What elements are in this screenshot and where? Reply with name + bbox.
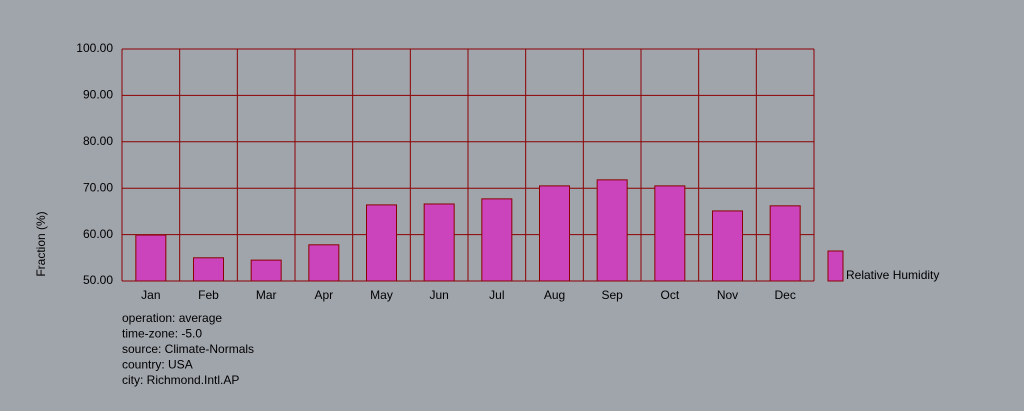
x-tick-label: Apr — [314, 288, 333, 302]
legend-swatch — [827, 250, 844, 282]
x-tick-label: Mar — [256, 288, 277, 302]
x-tick-label: Jan — [141, 288, 160, 302]
x-tick-label: Jun — [429, 288, 448, 302]
bar — [654, 185, 686, 282]
bar — [596, 179, 628, 282]
y-tick-label: 50.00 — [83, 273, 113, 287]
bar — [769, 205, 801, 282]
bar — [250, 259, 282, 282]
y-tick-label: 60.00 — [83, 227, 113, 241]
bar — [366, 204, 397, 282]
bar — [135, 234, 167, 282]
x-tick-label: Sep — [601, 288, 623, 302]
y-tick-label: 70.00 — [83, 180, 113, 194]
x-tick-label: Feb — [198, 288, 219, 302]
annotation: source: Climate-Normals — [122, 342, 254, 356]
x-tick-label: Oct — [660, 288, 679, 302]
x-tick-label: May — [370, 288, 393, 302]
annotation: country: USA — [122, 358, 193, 372]
bar — [539, 185, 570, 282]
bar — [481, 198, 513, 282]
bar — [193, 257, 224, 282]
legend-label: Relative Humidity — [846, 268, 939, 282]
annotation: time-zone: -5.0 — [122, 327, 202, 341]
y-tick-label: 90.00 — [83, 88, 113, 102]
x-tick-label: Nov — [717, 288, 738, 302]
bar — [712, 210, 743, 282]
bar — [308, 244, 340, 282]
y-tick-label: 100.00 — [76, 41, 113, 55]
x-tick-label: Dec — [774, 288, 795, 302]
bar — [423, 203, 455, 282]
annotation: city: Richmond.Intl.AP — [122, 373, 239, 387]
x-tick-label: Aug — [544, 288, 565, 302]
x-tick-label: Jul — [489, 288, 504, 302]
annotation: operation: average — [122, 311, 222, 325]
y-axis-label: Fraction (%) — [34, 211, 48, 276]
y-tick-label: 80.00 — [83, 134, 113, 148]
